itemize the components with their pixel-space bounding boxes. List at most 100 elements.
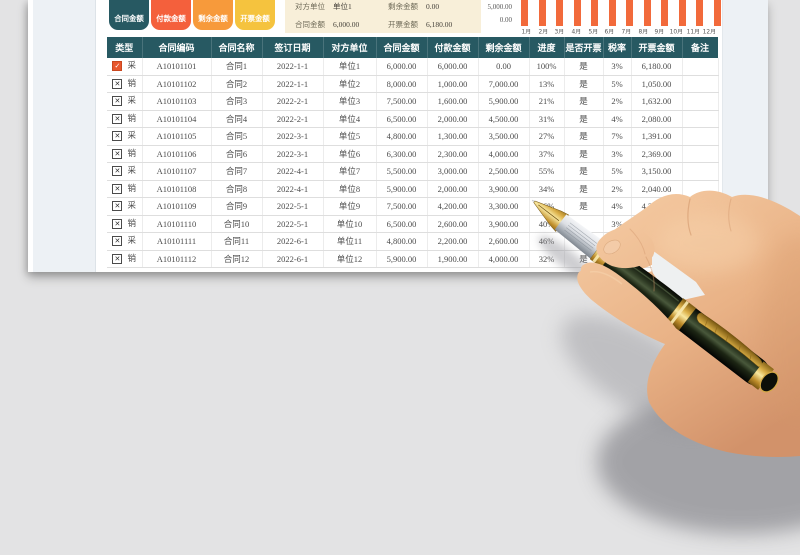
cell-amount[interactable]: 4,800.00 bbox=[376, 127, 428, 146]
cell-invoiced[interactable]: 是 bbox=[564, 197, 604, 216]
cell-note[interactable] bbox=[682, 162, 719, 181]
cell-amount[interactable]: 8,000.00 bbox=[376, 75, 428, 93]
row-checkbox[interactable]: ✕ bbox=[112, 113, 123, 124]
cell-note[interactable] bbox=[682, 75, 719, 93]
cell-code[interactable]: A10101108 bbox=[142, 180, 212, 198]
cell-type[interactable]: ✕ 销 bbox=[107, 215, 143, 233]
cell-tax[interactable]: 5% bbox=[603, 75, 632, 93]
row-checkbox[interactable]: ✕ bbox=[112, 131, 123, 141]
cell-party[interactable]: 单位3 bbox=[323, 92, 377, 111]
cell-invoiced[interactable]: 是 bbox=[564, 162, 604, 181]
cell-tax[interactable] bbox=[603, 232, 632, 251]
cell-paid[interactable]: 2,300.00 bbox=[427, 145, 479, 163]
row-checkbox[interactable]: ✕ bbox=[112, 96, 123, 106]
cell-tax[interactable]: 3% bbox=[603, 58, 632, 76]
cell-paid[interactable]: 1,300.00 bbox=[427, 127, 479, 146]
cell-remaining[interactable]: 4,000.00 bbox=[478, 250, 530, 268]
cell-name[interactable]: 合同6 bbox=[211, 145, 263, 163]
cell-invoice_amount[interactable]: 2,369.00 bbox=[631, 145, 683, 163]
btn-invoice-amount[interactable]: 开票金额 bbox=[235, 0, 275, 30]
cell-name[interactable]: 合同12 bbox=[211, 250, 263, 268]
cell-note[interactable] bbox=[682, 92, 719, 111]
cell-remaining[interactable]: 4,000.00 bbox=[478, 145, 530, 163]
cell-invoice_amount[interactable]: 3,150.00 bbox=[631, 162, 683, 181]
col-header-name[interactable]: 合同名称 bbox=[211, 37, 263, 58]
col-header-note[interactable]: 备注 bbox=[682, 37, 719, 58]
cell-amount[interactable]: 6,500.00 bbox=[376, 215, 428, 233]
cell-type[interactable]: ✕ 销 bbox=[107, 180, 143, 198]
cell-code[interactable]: A10101102 bbox=[142, 75, 212, 93]
col-header-progress[interactable]: 进度 bbox=[529, 37, 565, 58]
cell-progress[interactable]: 40% bbox=[529, 215, 565, 233]
cell-code[interactable]: A10101104 bbox=[142, 110, 212, 128]
cell-invoice_amount[interactable]: 6,180.00 bbox=[631, 58, 683, 76]
row-checkbox[interactable]: ✕ bbox=[112, 201, 123, 211]
cell-name[interactable]: 合同8 bbox=[211, 180, 263, 198]
cell-type[interactable]: ✕ 采 bbox=[107, 127, 143, 146]
cell-party[interactable]: 单位10 bbox=[323, 215, 377, 233]
btn-remaining-amount[interactable]: 剩余金额 bbox=[193, 0, 233, 30]
cell-remaining[interactable]: 5,900.00 bbox=[478, 92, 530, 111]
cell-type[interactable]: ✕ 销 bbox=[107, 145, 143, 163]
cell-code[interactable]: A10101105 bbox=[142, 127, 212, 146]
cell-paid[interactable]: 6,000.00 bbox=[427, 58, 479, 76]
cell-party[interactable]: 单位12 bbox=[323, 250, 377, 268]
cell-tax[interactable]: 4% bbox=[603, 197, 632, 216]
cell-amount[interactable]: 5,500.00 bbox=[376, 162, 428, 181]
cell-party[interactable]: 单位7 bbox=[323, 162, 377, 181]
cell-progress[interactable]: 37% bbox=[529, 145, 565, 163]
cell-party[interactable]: 单位8 bbox=[323, 180, 377, 198]
cell-invoice_amount[interactable]: 4,368.00 bbox=[631, 197, 683, 216]
cell-invoiced[interactable]: 是 bbox=[564, 180, 604, 198]
cell-invoiced[interactable]: 是 bbox=[564, 58, 604, 76]
cell-paid[interactable]: 2,200.00 bbox=[427, 232, 479, 251]
cell-remaining[interactable]: 3,500.00 bbox=[478, 127, 530, 146]
cell-note[interactable] bbox=[682, 145, 719, 163]
col-header-amount[interactable]: 合同金额 bbox=[376, 37, 428, 58]
cell-note[interactable] bbox=[682, 127, 719, 146]
cell-code[interactable]: A10101101 bbox=[142, 58, 212, 76]
cell-progress[interactable]: 21% bbox=[529, 92, 565, 111]
cell-tax[interactable]: 3% bbox=[603, 215, 632, 233]
row-checkbox[interactable]: ✕ bbox=[112, 253, 123, 264]
cell-code[interactable]: A10101111 bbox=[142, 232, 212, 251]
cell-name[interactable]: 合同1 bbox=[211, 58, 263, 76]
cell-tax[interactable]: 2% bbox=[603, 92, 632, 111]
row-checkbox[interactable]: ✓ bbox=[112, 61, 123, 71]
cell-invoice_amount[interactable]: 1,391.00 bbox=[631, 127, 683, 146]
cell-invoiced[interactable]: 是 bbox=[564, 75, 604, 93]
cell-amount[interactable]: 6,300.00 bbox=[376, 145, 428, 163]
cell-paid[interactable]: 1,900.00 bbox=[427, 250, 479, 268]
cell-type[interactable]: ✕ 销 bbox=[107, 250, 143, 268]
cell-remaining[interactable]: 7,000.00 bbox=[478, 75, 530, 93]
cell-invoiced[interactable]: 是 bbox=[564, 110, 604, 128]
cell-invoiced[interactable]: 是 bbox=[564, 145, 604, 163]
col-header-invoiced[interactable]: 是否开票 bbox=[564, 37, 604, 58]
col-header-paid[interactable]: 付款金额 bbox=[427, 37, 479, 58]
cell-invoice_amount[interactable]: 1,050.00 bbox=[631, 75, 683, 93]
cell-date[interactable]: 2022-3-1 bbox=[262, 127, 324, 146]
col-header-invoice_amount[interactable]: 开票金额 bbox=[631, 37, 683, 58]
col-header-code[interactable]: 合同编码 bbox=[142, 37, 212, 58]
cell-tax[interactable]: 5% bbox=[603, 162, 632, 181]
cell-code[interactable]: A10101109 bbox=[142, 197, 212, 216]
cell-party[interactable]: 单位2 bbox=[323, 75, 377, 93]
cell-invoiced[interactable] bbox=[564, 215, 604, 233]
cell-name[interactable]: 合同11 bbox=[211, 232, 263, 251]
col-header-tax[interactable]: 税率 bbox=[603, 37, 632, 58]
cell-type[interactable]: ✕ 采 bbox=[107, 92, 143, 111]
cell-party[interactable]: 单位5 bbox=[323, 127, 377, 146]
cell-code[interactable]: A10101112 bbox=[142, 250, 212, 268]
row-checkbox[interactable]: ✕ bbox=[112, 166, 123, 176]
cell-date[interactable]: 2022-2-1 bbox=[262, 110, 324, 128]
cell-tax[interactable]: 2% bbox=[603, 180, 632, 198]
cell-progress[interactable]: 27% bbox=[529, 127, 565, 146]
cell-remaining[interactable]: 2,600.00 bbox=[478, 232, 530, 251]
cell-remaining[interactable]: 2,500.00 bbox=[478, 162, 530, 181]
cell-code[interactable]: A10101110 bbox=[142, 215, 212, 233]
cell-party[interactable]: 单位11 bbox=[323, 232, 377, 251]
col-header-type[interactable]: 类型 bbox=[107, 37, 143, 58]
cell-note[interactable] bbox=[682, 232, 719, 251]
cell-party[interactable]: 单位9 bbox=[323, 197, 377, 216]
cell-type[interactable]: ✓ 采 bbox=[107, 58, 143, 76]
